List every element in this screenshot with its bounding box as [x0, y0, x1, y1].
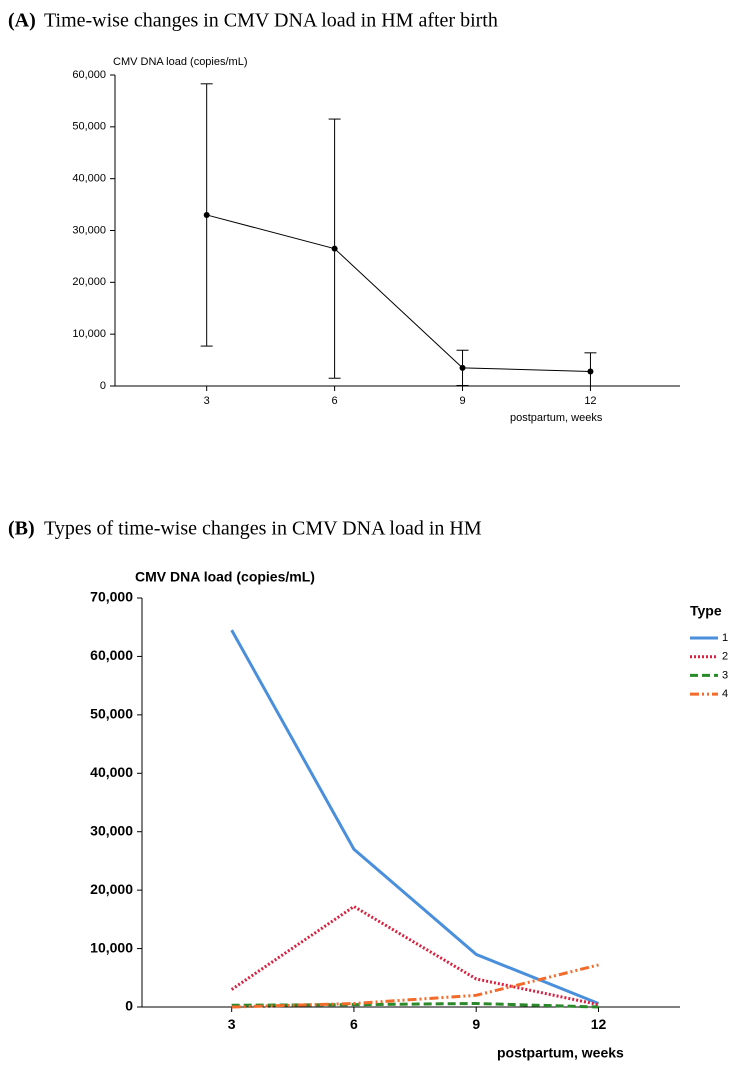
y-axis-label: CMV DNA load (copies/mL) — [113, 56, 248, 68]
chart-title: Time-wise changes in CMV DNA load in HM … — [44, 10, 498, 32]
x-axis-label: postpartum, weeks — [497, 1045, 624, 1061]
y-tick-label: 10,000 — [90, 939, 133, 955]
x-axis-label: postpartum, weeks — [510, 412, 603, 424]
data-point — [587, 368, 594, 375]
legend-title: Type — [690, 603, 722, 619]
y-tick-label: 10,000 — [72, 328, 106, 340]
legend-label: 1 — [722, 632, 728, 644]
x-tick-label: 9 — [459, 395, 465, 407]
y-tick-label: 0 — [100, 380, 106, 392]
x-tick-label: 3 — [228, 1016, 236, 1032]
x-tick-label: 9 — [472, 1016, 480, 1032]
y-tick-label: 30,000 — [90, 822, 133, 838]
chart-title: Types of time-wise changes in CMV DNA lo… — [44, 518, 482, 540]
y-tick-label: 20,000 — [90, 881, 133, 897]
series-line — [231, 963, 599, 1009]
panel-label: (A) — [8, 10, 36, 32]
y-tick-label: 0 — [125, 998, 133, 1014]
legend-label: 2 — [722, 651, 728, 663]
x-tick-label: 12 — [591, 1016, 607, 1032]
x-tick-label: 12 — [584, 395, 596, 407]
legend-label: 3 — [722, 669, 728, 681]
y-tick-label: 60,000 — [90, 647, 133, 663]
y-tick-label: 40,000 — [90, 764, 133, 780]
x-tick-label: 6 — [332, 395, 338, 407]
series-line — [231, 1001, 599, 1009]
y-tick-label: 60,000 — [72, 69, 106, 81]
data-point — [203, 211, 210, 218]
y-tick-label: 70,000 — [90, 589, 133, 605]
y-axis-label: CMV DNA load (copies/mL) — [135, 569, 315, 585]
y-tick-label: 30,000 — [72, 224, 106, 236]
series-line — [230, 904, 599, 1007]
panel-label: (B) — [8, 518, 35, 540]
data-line — [206, 214, 591, 372]
data-point — [331, 245, 338, 252]
y-tick-label: 50,000 — [90, 706, 133, 722]
series-line — [230, 629, 600, 1005]
data-point — [459, 364, 466, 371]
legend-label: 4 — [722, 688, 728, 700]
y-tick-label: 40,000 — [72, 173, 106, 185]
y-tick-label: 20,000 — [72, 276, 106, 288]
x-tick-label: 6 — [350, 1016, 358, 1032]
x-tick-label: 3 — [204, 395, 210, 407]
y-tick-label: 50,000 — [72, 121, 106, 133]
